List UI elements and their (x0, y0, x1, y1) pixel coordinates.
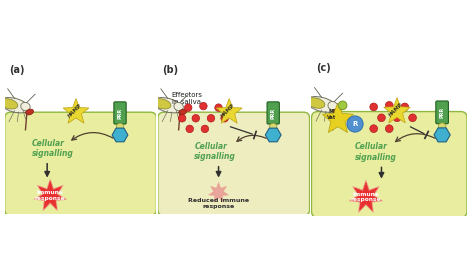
Circle shape (409, 114, 417, 122)
FancyBboxPatch shape (436, 101, 448, 124)
Ellipse shape (307, 97, 337, 112)
Text: Cellular
signalling: Cellular signalling (355, 142, 397, 162)
Circle shape (221, 115, 228, 122)
Circle shape (385, 102, 393, 109)
Circle shape (347, 116, 363, 132)
Polygon shape (216, 99, 242, 123)
Circle shape (385, 125, 393, 132)
Ellipse shape (26, 109, 34, 115)
Text: HAMP: HAMP (67, 103, 83, 119)
Ellipse shape (0, 99, 18, 109)
Circle shape (178, 115, 186, 122)
Ellipse shape (179, 109, 187, 115)
Circle shape (378, 114, 385, 122)
Text: PRR: PRR (118, 107, 122, 118)
Circle shape (338, 101, 347, 110)
Ellipse shape (0, 97, 29, 113)
Ellipse shape (307, 98, 325, 108)
Polygon shape (352, 182, 380, 210)
Circle shape (201, 125, 209, 133)
Ellipse shape (174, 102, 184, 111)
Ellipse shape (269, 123, 277, 130)
Circle shape (184, 104, 192, 112)
Circle shape (370, 103, 378, 111)
Circle shape (186, 125, 193, 133)
Text: Reduced immune
response: Reduced immune response (188, 198, 249, 209)
Text: Immune
response: Immune response (35, 190, 65, 201)
Text: Immune
response: Immune response (351, 192, 381, 203)
Circle shape (207, 115, 215, 122)
Text: HAMP: HAMP (220, 103, 236, 119)
Text: HAMP: HAMP (389, 102, 404, 118)
Text: Effectors
in saliva: Effectors in saliva (171, 92, 203, 105)
FancyBboxPatch shape (311, 112, 467, 217)
Text: Vat: Vat (327, 115, 336, 120)
Circle shape (199, 102, 207, 110)
FancyBboxPatch shape (5, 112, 156, 215)
Text: (a): (a) (9, 65, 25, 75)
Circle shape (192, 115, 199, 122)
Text: Mi: Mi (328, 109, 335, 114)
Circle shape (370, 125, 378, 132)
Ellipse shape (21, 102, 30, 111)
Circle shape (215, 104, 222, 112)
Text: R: R (352, 121, 358, 127)
Text: Cellular
signalling: Cellular signalling (32, 139, 74, 158)
Text: PRR: PRR (271, 107, 276, 118)
Text: PRR: PRR (439, 107, 445, 118)
Ellipse shape (116, 123, 124, 130)
Polygon shape (34, 179, 66, 211)
Polygon shape (63, 99, 89, 123)
FancyBboxPatch shape (114, 102, 126, 124)
Polygon shape (322, 103, 354, 132)
Text: Cellular
signalling: Cellular signalling (194, 142, 236, 161)
Ellipse shape (333, 108, 341, 115)
Text: (b): (b) (163, 65, 178, 75)
Circle shape (401, 103, 409, 111)
FancyBboxPatch shape (158, 112, 310, 215)
Ellipse shape (439, 123, 446, 130)
Text: (c): (c) (316, 63, 331, 73)
Polygon shape (349, 180, 382, 213)
Ellipse shape (154, 99, 171, 109)
Ellipse shape (153, 97, 182, 113)
FancyBboxPatch shape (267, 102, 279, 124)
Polygon shape (36, 181, 64, 209)
Circle shape (393, 114, 401, 122)
Ellipse shape (328, 102, 338, 110)
Polygon shape (210, 184, 227, 201)
Polygon shape (384, 98, 410, 123)
Polygon shape (208, 182, 229, 202)
